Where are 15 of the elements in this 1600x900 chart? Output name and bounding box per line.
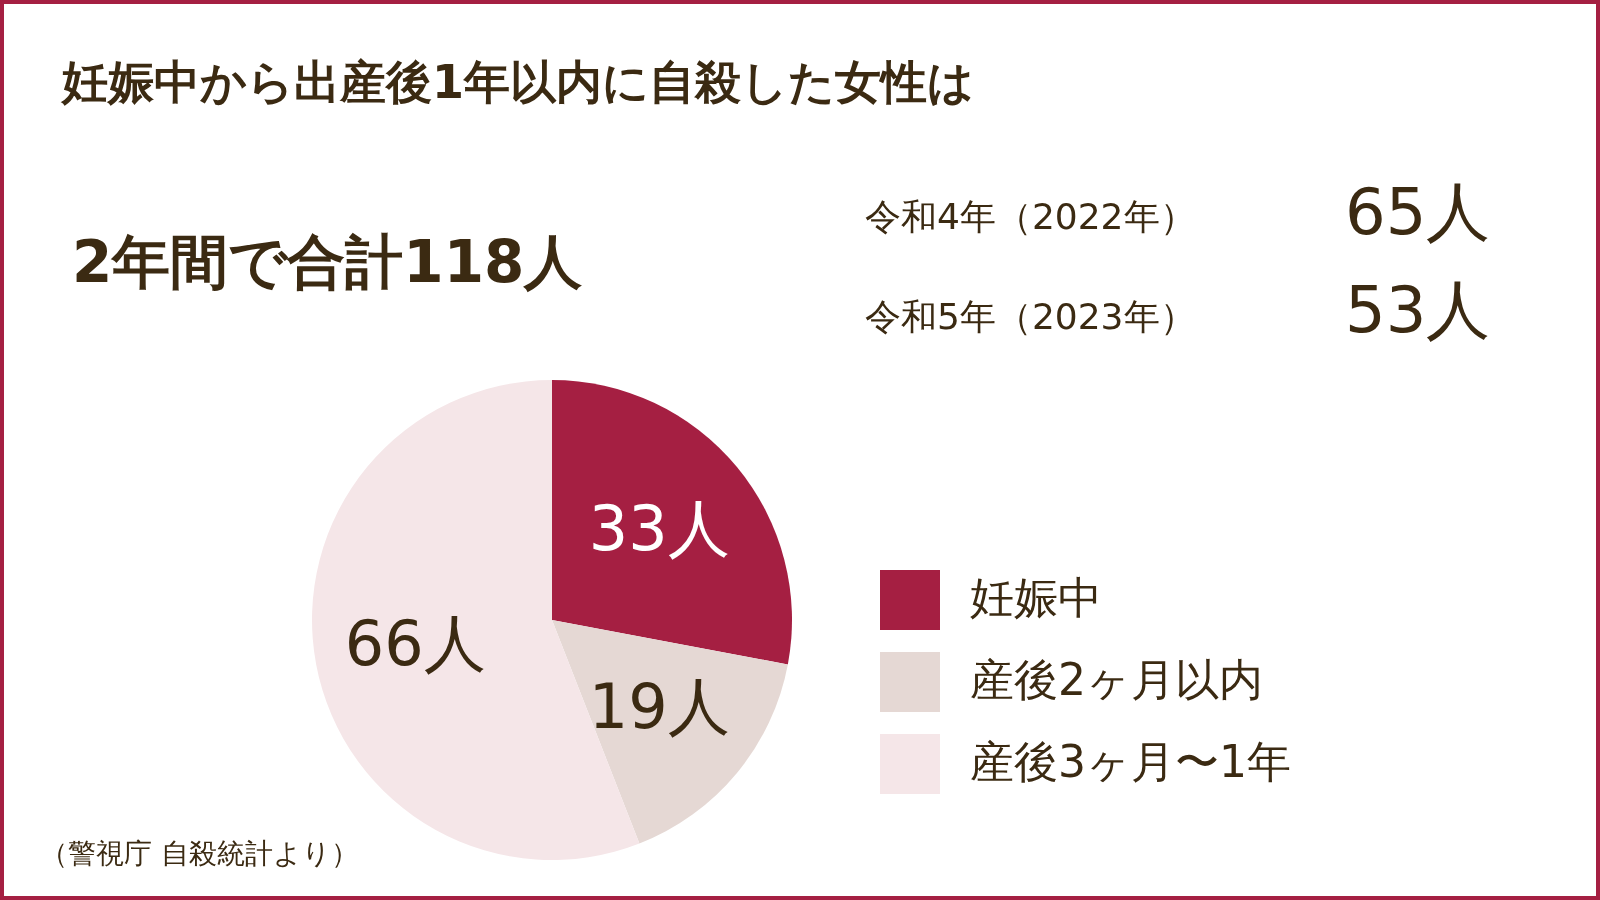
chart-subtitle: 2年間で合計118人 (72, 228, 583, 296)
text: （警視庁 自殺統計より） (40, 837, 359, 870)
data-label: 66人 (344, 606, 486, 680)
legend-label: 産後2ヶ月以内 (970, 654, 1263, 705)
text: 65人 (1345, 175, 1491, 249)
legend-label: 妊娠中 (970, 572, 1102, 623)
data-label: 19人 (588, 669, 730, 743)
text: 令和4年（2022年） (865, 196, 1196, 237)
chart-title: 妊娠中から出産後1年以内に自殺した女性は (60, 55, 975, 109)
text: 令和5年（2023年） (865, 296, 1196, 337)
text: 53人 (1345, 273, 1491, 347)
legend-label: 産後3ヶ月〜1年 (970, 736, 1291, 787)
pie-slice (552, 620, 788, 844)
pie-slice (552, 380, 792, 665)
data-label: 33人 (588, 492, 730, 566)
